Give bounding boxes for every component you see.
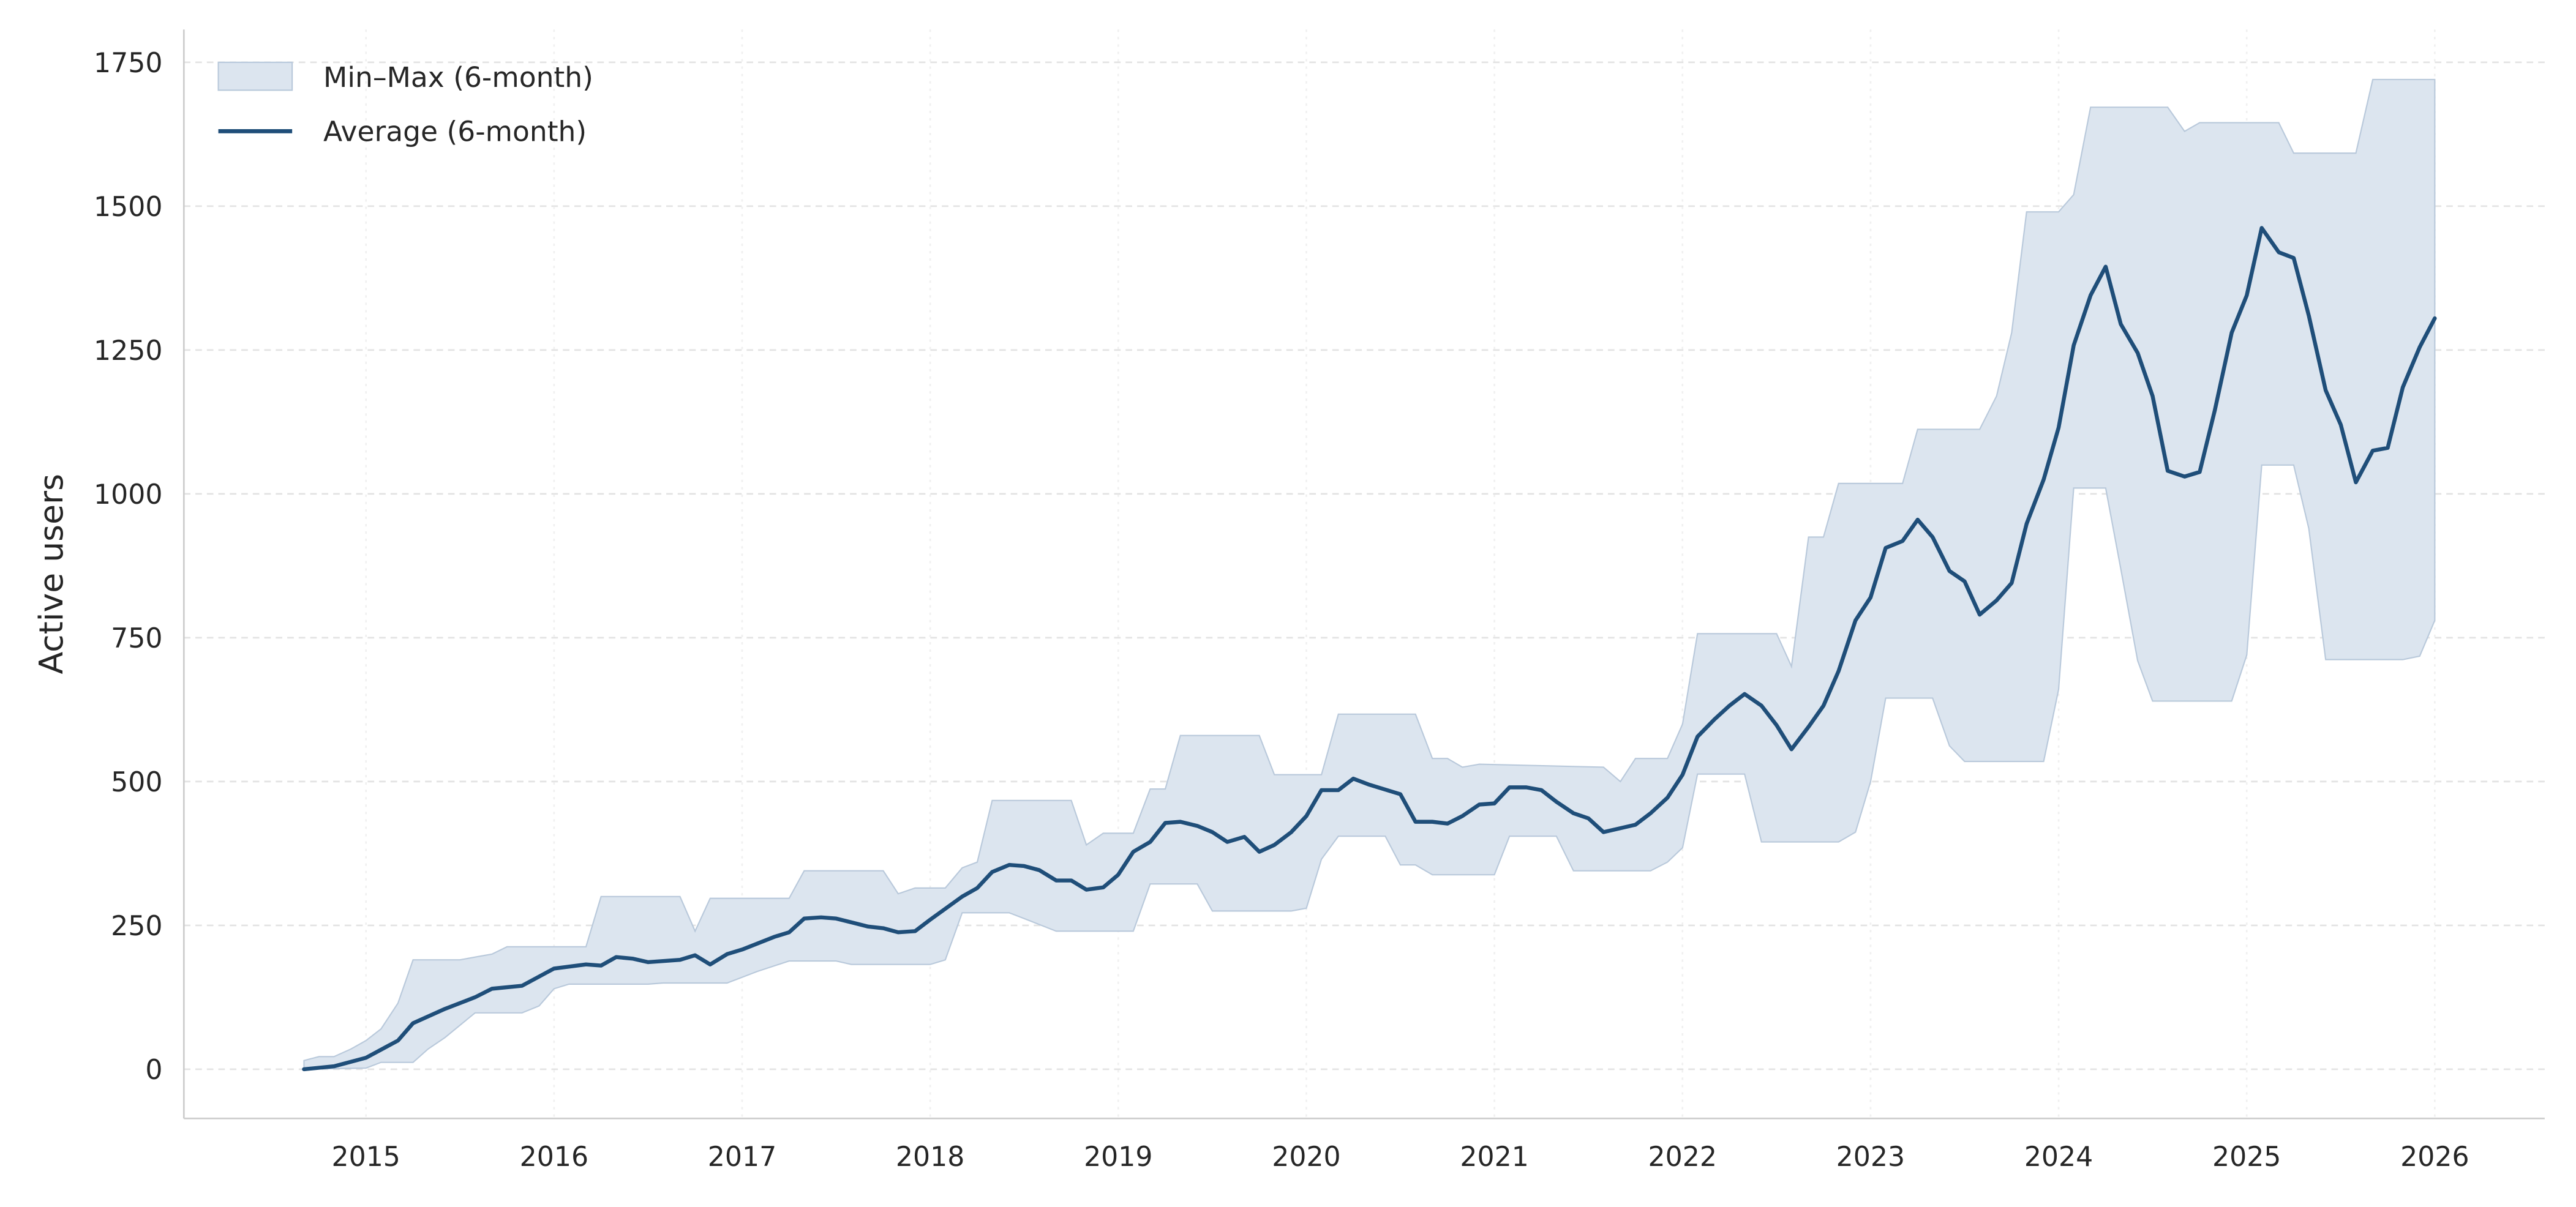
y-tick-labels: 0 250 500 750 1000 1250 1500 1750 [94,48,162,1086]
y-tick-label: 250 [111,911,162,942]
x-tick-label: 2020 [1272,1142,1340,1173]
x-tick-label: 2026 [2400,1142,2469,1173]
y-tick-label: 1000 [94,479,162,510]
y-tick-label: 500 [111,767,162,798]
x-tick-labels: 2015 2016 2017 2018 2019 2020 2021 2022 2023 2024… [331,1142,2469,1173]
x-tick-label: 2022 [1648,1142,1717,1173]
axes [182,29,2545,1119]
x-tick-label: 2023 [1836,1142,1905,1173]
x-tick-label: 2017 [708,1142,776,1173]
legend: Min–Max (6-month) Average (6-month) [217,61,593,148]
y-tick-label: 1750 [94,48,162,79]
x-tick-label: 2016 [520,1142,588,1173]
legend-label-min-max: Min–Max (6-month) [323,61,593,94]
y-tick-label: 750 [111,623,162,654]
average-line-layer [302,226,2437,1072]
x-tick-label: 2015 [331,1142,400,1173]
y-axis-label: Active users [32,474,70,674]
min-max-band [303,78,2436,1071]
y-tick-label: 0 [145,1055,162,1086]
x-tick-label: 2018 [896,1142,964,1173]
x-tick-label: 2024 [2024,1142,2093,1173]
legend-band-swatch [217,61,293,91]
x-tick-label: 2025 [2212,1142,2281,1173]
average-line [302,226,2437,1072]
y-tick-label: 1250 [94,335,162,367]
x-tick-label: 2019 [1084,1142,1152,1173]
min-max-band-layer [303,78,2436,1071]
y-tick-label: 1500 [94,192,162,223]
x-tick-label: 2021 [1460,1142,1528,1173]
legend-label-average: Average (6-month) [323,115,587,148]
